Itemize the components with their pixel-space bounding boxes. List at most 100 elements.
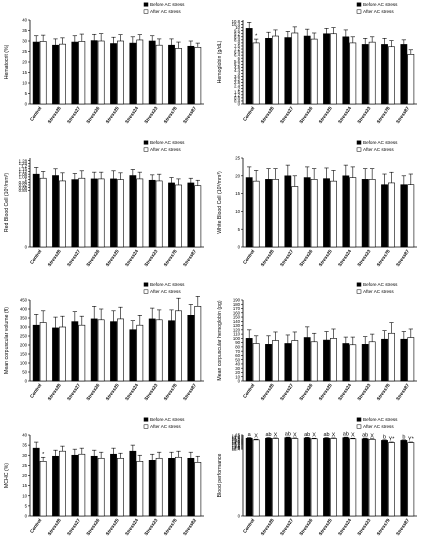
x-tick-label: Stress23 (143, 517, 158, 536)
y-tick-label: 10 (235, 25, 240, 30)
bar-after (194, 305, 202, 382)
bar-after (97, 40, 105, 105)
x-tick-label: Control (29, 249, 42, 265)
bar-after (175, 310, 182, 382)
significance-label: X (370, 433, 374, 439)
y-tick-label: 40 (22, 433, 27, 438)
x-tick-label: Control (29, 518, 42, 534)
bar-after (252, 439, 260, 517)
bar-before (342, 175, 350, 248)
y-tick-label: 6.4 (234, 53, 241, 58)
x-tick-label: Stress26 (85, 517, 100, 536)
bar-after (368, 341, 376, 382)
legend-label-before: Before AC stress (150, 140, 185, 145)
y-tick-label: 7.6 (234, 44, 241, 49)
y-axis-label: Red Blood Cell (10⁶/mm³) (4, 173, 10, 232)
y-tick-label: 110 (233, 332, 240, 337)
bar-before (265, 179, 272, 248)
x-tick-label: Stress23 (356, 105, 371, 124)
bar-after (155, 180, 163, 248)
y-tick-label: 25 (22, 49, 27, 54)
y-axis-label: Hemoglobin (g/dL) (217, 40, 223, 83)
x-tick-label: Stress82 (182, 517, 197, 536)
y-tick-label: 1.24 (19, 161, 28, 166)
legend-swatch-before (356, 417, 362, 422)
bar-after (368, 179, 376, 248)
y-tick-label: 0 (238, 245, 241, 250)
y-tick-label: 0 (25, 514, 28, 519)
bar-before (187, 45, 195, 105)
y-tick-label: 90 (235, 340, 240, 345)
bar-after (175, 184, 182, 248)
significance-label: ab (362, 433, 368, 439)
bar-after (252, 180, 260, 248)
bar-before (52, 175, 59, 248)
bar-before (361, 44, 369, 105)
x-tick-label: Stress78 (163, 382, 178, 401)
legend-swatch-after (356, 147, 362, 152)
legend-swatch-after (143, 424, 149, 429)
x-tick-label: Stress87 (395, 248, 410, 267)
bar-after (136, 178, 144, 248)
y-tick-label: 1.2 (21, 164, 28, 169)
bar-after (330, 338, 337, 382)
bar-before (323, 437, 330, 517)
bar-before (245, 338, 253, 382)
bar-before (168, 457, 175, 517)
y-tick-label: 20 (235, 173, 240, 178)
legend-swatch-after (143, 289, 149, 294)
x-tick-label: Stress79 (376, 517, 391, 536)
x-tick-label: Stress25 (318, 382, 333, 401)
x-tick-label: Stress25 (318, 517, 333, 536)
bar-before (110, 43, 117, 105)
bar-before (303, 177, 311, 248)
bar-before (148, 40, 156, 105)
bar-after (310, 438, 318, 517)
legend-swatch-after (143, 147, 149, 152)
y-tick-label: 1.28 (19, 158, 28, 163)
x-tick-label: Stress78 (376, 105, 391, 124)
x-tick-label: Stress78 (376, 382, 391, 401)
y-tick-label: 350 (20, 316, 28, 321)
bar-after (252, 42, 260, 105)
bar-after (291, 186, 299, 248)
x-tick-label: Control (242, 249, 255, 265)
bar-after (349, 344, 357, 382)
bar-after (388, 332, 395, 382)
x-tick-label: Stress87 (395, 517, 410, 536)
bar-before (71, 41, 79, 105)
significance-label: * (255, 34, 258, 40)
significance-label: ab (265, 432, 271, 438)
bar-before (245, 177, 253, 248)
x-tick-label: Stress78 (163, 105, 178, 124)
bar-before (187, 457, 195, 517)
y-tick-label: 6 (238, 56, 241, 61)
x-tick-label: Stress27 (66, 248, 81, 267)
x-tick-label: Stress87 (395, 105, 410, 124)
bar-before (52, 455, 59, 517)
legend-label-after: After AC stress (363, 9, 394, 14)
bar-after (310, 38, 318, 105)
bar-before (32, 324, 40, 382)
y-tick-label: 30 (22, 39, 27, 44)
x-tick-label: Stress26 (298, 105, 313, 124)
bar-before (265, 38, 272, 105)
bar-before (381, 44, 388, 105)
y-tick-label: 100 (233, 336, 241, 341)
x-tick-label: Stress26 (298, 382, 313, 401)
legend-label-after: After AC stress (363, 147, 394, 152)
y-tick-label: 10 (235, 374, 240, 379)
bar-before (381, 338, 388, 382)
y-tick-label: 10 (22, 81, 27, 86)
y-tick-label: 13.2 (232, 442, 241, 447)
x-tick-label: Stress28 (47, 517, 62, 536)
bar-after (97, 319, 105, 382)
bar-before (400, 338, 408, 382)
chart-panel-8: 0 12.412.612.81313.213.413.613.81414.214.… (217, 417, 417, 536)
y-tick-label: 10 (235, 209, 240, 214)
x-tick-label: Stress27 (279, 105, 294, 124)
y-tick-label: 3.2 (234, 77, 241, 82)
chart-panel-3: 0 0.840.880.920.9611.041.081.121.161.21.2… (4, 140, 204, 267)
y-tick-label: 50 (235, 357, 240, 362)
y-tick-label: 12.6 (232, 446, 241, 451)
